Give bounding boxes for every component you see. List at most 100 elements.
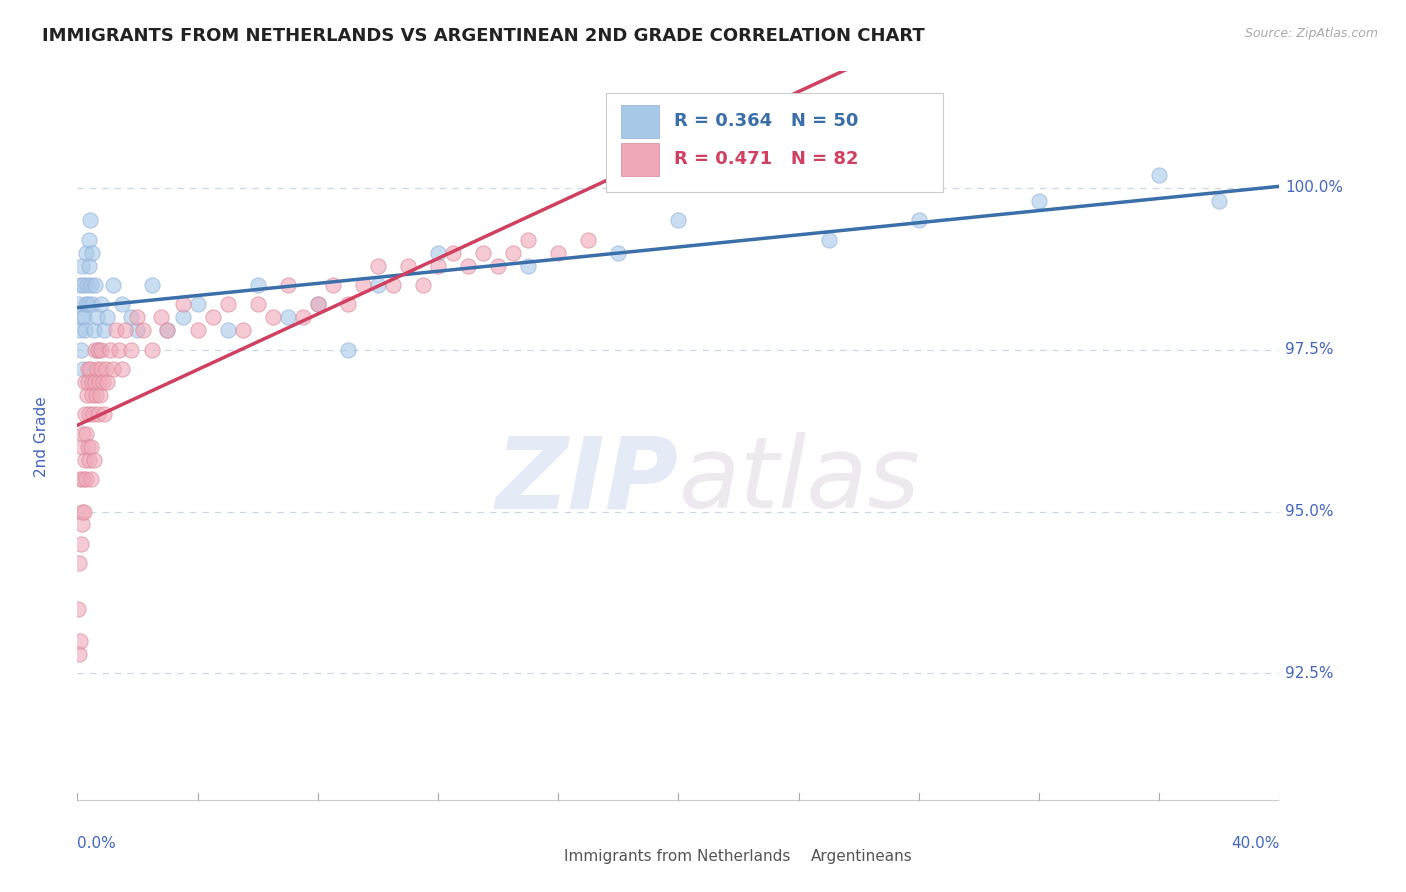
Point <box>73 310 96 325</box>
Point <box>67 601 90 615</box>
Point <box>576 233 599 247</box>
Point <box>67 647 90 661</box>
Point <box>75 426 97 441</box>
Point <box>367 277 389 292</box>
Point <box>80 245 103 260</box>
Point <box>73 323 96 337</box>
Point <box>322 277 344 292</box>
Text: Source: ZipAtlas.com: Source: ZipAtlas.com <box>1244 27 1378 40</box>
Text: ZIP: ZIP <box>495 433 679 530</box>
Point <box>120 310 142 325</box>
Point <box>396 259 419 273</box>
Point <box>70 504 93 518</box>
Point <box>111 362 134 376</box>
Point <box>103 362 125 376</box>
Point <box>96 375 118 389</box>
Point <box>412 277 434 292</box>
Point <box>217 297 239 311</box>
Point <box>76 440 98 454</box>
Point <box>246 297 269 311</box>
FancyBboxPatch shape <box>606 94 943 192</box>
Point <box>336 343 359 357</box>
Text: 95.0%: 95.0% <box>1285 504 1334 519</box>
Point <box>69 634 91 648</box>
Point <box>94 362 117 376</box>
Point <box>217 323 239 337</box>
Point <box>186 323 209 337</box>
Point <box>103 277 125 292</box>
Point <box>70 517 93 532</box>
Point <box>84 343 107 357</box>
Point <box>93 323 115 337</box>
Point <box>87 375 110 389</box>
Point <box>87 343 110 357</box>
Point <box>79 259 101 273</box>
Point <box>1028 194 1050 208</box>
Point <box>86 362 108 376</box>
Point <box>172 297 194 311</box>
Point <box>86 310 108 325</box>
Point <box>75 472 97 486</box>
Point <box>70 440 93 454</box>
Text: 100.0%: 100.0% <box>1285 180 1344 195</box>
Point <box>73 452 96 467</box>
Point <box>90 343 112 357</box>
Point <box>80 388 103 402</box>
Point <box>457 259 479 273</box>
Point <box>472 245 495 260</box>
Point <box>84 277 107 292</box>
Point <box>69 472 91 486</box>
Point <box>120 343 142 357</box>
Point <box>141 343 163 357</box>
Text: Argentineans: Argentineans <box>811 848 912 863</box>
Point <box>75 245 97 260</box>
Text: Immigrants from Netherlands: Immigrants from Netherlands <box>564 848 790 863</box>
Point <box>150 310 173 325</box>
Point <box>111 297 134 311</box>
Point <box>80 277 103 292</box>
Point <box>517 233 540 247</box>
Point <box>69 323 91 337</box>
Text: 97.5%: 97.5% <box>1285 343 1334 357</box>
Point <box>517 259 540 273</box>
Point <box>668 213 690 227</box>
Point <box>307 297 329 311</box>
Point <box>547 245 569 260</box>
Point <box>77 375 100 389</box>
Point <box>73 408 96 422</box>
Point <box>83 452 105 467</box>
Point <box>70 310 93 325</box>
Point <box>141 277 163 292</box>
Point <box>76 297 98 311</box>
Point <box>367 259 389 273</box>
Point <box>67 557 90 571</box>
Point <box>291 310 314 325</box>
Point <box>486 259 509 273</box>
Point <box>908 213 931 227</box>
Point <box>70 259 93 273</box>
Point <box>76 277 98 292</box>
Point <box>105 323 128 337</box>
Point <box>83 323 105 337</box>
Text: 2nd Grade: 2nd Grade <box>34 397 49 477</box>
Point <box>172 310 194 325</box>
Text: atlas: atlas <box>679 433 920 530</box>
Point <box>79 213 101 227</box>
Point <box>156 323 179 337</box>
Point <box>72 362 94 376</box>
Point <box>441 245 464 260</box>
Point <box>427 259 450 273</box>
Point <box>87 408 110 422</box>
Point <box>73 504 96 518</box>
Point <box>307 297 329 311</box>
Point <box>127 310 149 325</box>
Point <box>82 297 104 311</box>
Point <box>89 388 111 402</box>
Point <box>79 408 101 422</box>
Point <box>90 362 112 376</box>
Text: 0.0%: 0.0% <box>77 836 117 851</box>
Point <box>76 362 98 376</box>
Point <box>76 388 98 402</box>
Point <box>352 277 374 292</box>
Point <box>80 472 103 486</box>
